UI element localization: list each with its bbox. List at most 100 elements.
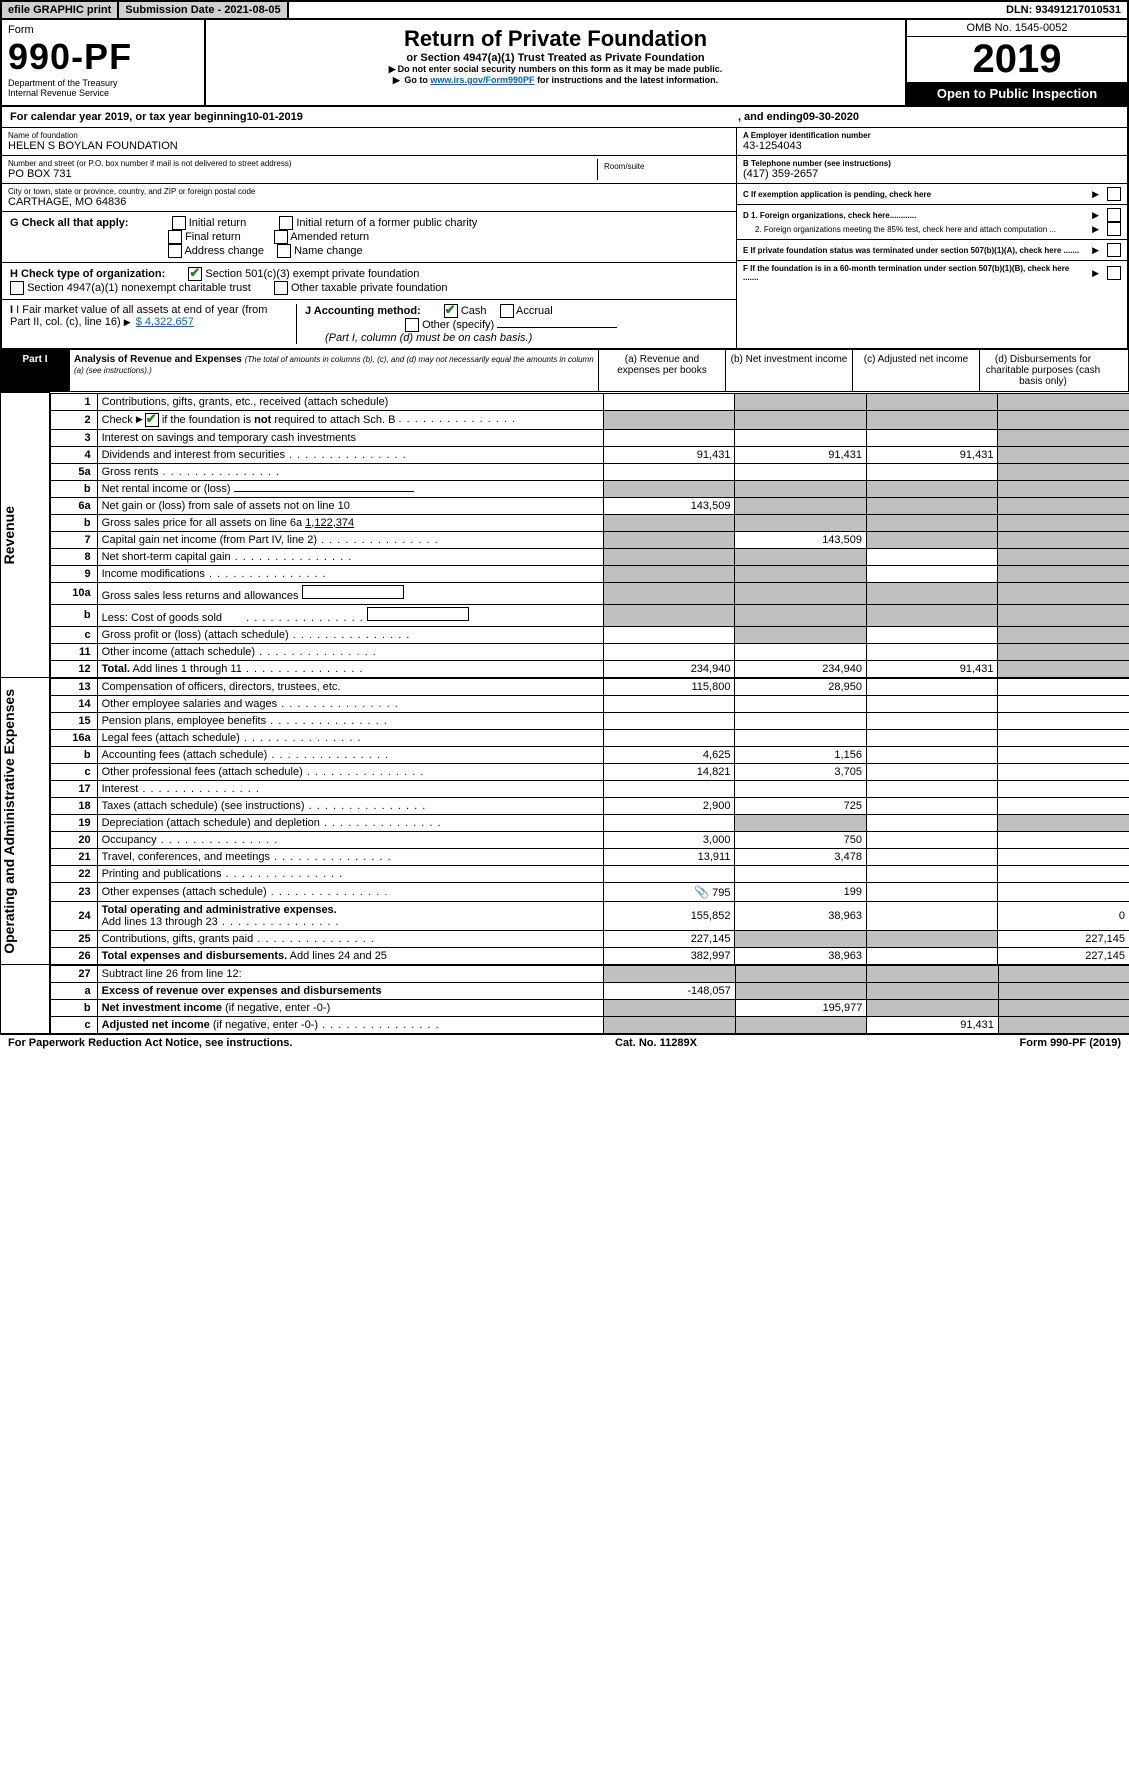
l16b-b: 1,156 — [735, 746, 867, 763]
l7-b: 143,509 — [735, 531, 867, 548]
street-address: PO BOX 731 — [8, 168, 597, 180]
line-21: Travel, conferences, and meetings — [97, 848, 603, 865]
l23-a: 📎 795 — [603, 882, 735, 901]
line-6b: Gross sales price for all assets on line… — [97, 514, 603, 531]
checkbox-initial-former[interactable] — [279, 216, 293, 230]
line-26: Total expenses and disbursements. Add li… — [97, 947, 603, 964]
tax-year: 2019 — [907, 37, 1127, 82]
j-cash: Cash — [461, 305, 487, 317]
checkbox-d2[interactable] — [1107, 222, 1121, 236]
line-27: Subtract line 26 from line 12: — [97, 965, 604, 982]
checkbox-501c3[interactable] — [188, 267, 202, 281]
l12-c: 91,431 — [866, 660, 998, 677]
l26-b: 38,963 — [735, 947, 867, 964]
line-17: Interest — [97, 780, 603, 797]
paperwork-notice: For Paperwork Reduction Act Notice, see … — [8, 1037, 292, 1049]
checkbox-d1[interactable] — [1107, 208, 1121, 222]
form-header: Form 990-PF Department of the Treasury I… — [0, 20, 1129, 107]
checkbox-4947[interactable] — [10, 281, 24, 295]
checkbox-accrual[interactable] — [500, 304, 514, 318]
section-i: I I Fair market value of all assets at e… — [10, 304, 297, 344]
attachment-icon[interactable]: 📎 — [694, 885, 709, 899]
omb-number: OMB No. 1545-0052 — [907, 20, 1127, 37]
checkbox-cash[interactable] — [444, 304, 458, 318]
goto-post: for instructions and the latest informat… — [537, 75, 718, 85]
ein-label: A Employer identification number — [743, 131, 1121, 140]
line-24: Total operating and administrative expen… — [97, 901, 603, 930]
foundation-name: HELEN S BOYLAN FOUNDATION — [8, 140, 730, 152]
instructions-link[interactable]: www.irs.gov/Form990PF — [430, 75, 534, 85]
l13-a: 115,800 — [603, 678, 735, 695]
checkbox-initial-return[interactable] — [172, 216, 186, 230]
opt-501c3: Section 501(c)(3) exempt private foundat… — [205, 268, 419, 280]
part1-table: Revenue 1Contributions, gifts, grants, e… — [0, 392, 1129, 1034]
l18-b: 725 — [735, 797, 867, 814]
phone-value: (417) 359-2657 — [743, 168, 1121, 180]
top-bar: efile GRAPHIC print Submission Date - 20… — [0, 0, 1129, 20]
part1-title: Analysis of Revenue and Expenses — [74, 354, 242, 365]
addr-label: Number and street (or P.O. box number if… — [8, 159, 597, 168]
checkbox-e[interactable] — [1107, 243, 1121, 257]
form-ref-pre: Form — [1020, 1037, 1051, 1049]
col-d-header: (d) Disbursements for charitable purpose… — [980, 350, 1106, 391]
line-27b: Net investment income (if negative, ente… — [97, 999, 604, 1016]
l24-b: 38,963 — [735, 901, 867, 930]
line-5a: Gross rents — [97, 463, 603, 480]
right-info-block: A Employer identification number 43-1254… — [736, 128, 1127, 348]
calendar-mid: , and ending — [738, 111, 803, 123]
line-27a: Excess of revenue over expenses and disb… — [97, 982, 604, 999]
checkbox-c[interactable] — [1107, 187, 1121, 201]
ssn-warning: Do not enter social security numbers on … — [212, 64, 899, 75]
dept-treasury: Department of the Treasury — [8, 78, 198, 88]
l6b-value: 1,122,374 — [305, 517, 354, 529]
line-23: Other expenses (attach schedule) — [97, 882, 603, 901]
section-j: J Accounting method: Cash Accrual Other … — [297, 304, 728, 344]
checkbox-other-taxable[interactable] — [274, 281, 288, 295]
line-15: Pension plans, employee benefits — [97, 712, 603, 729]
l23-b: 199 — [735, 882, 867, 901]
name-label: Name of foundation — [8, 131, 730, 140]
d2-label: 2. Foreign organizations meeting the 85%… — [743, 225, 1086, 234]
j-note: (Part I, column (d) must be on cash basi… — [325, 332, 728, 344]
opt-initial-former: Initial return of a former public charit… — [296, 217, 477, 229]
l27a-a: -148,057 — [604, 982, 736, 999]
goto-pre: Go to — [404, 75, 430, 85]
part1-header-row: Part I Analysis of Revenue and Expenses … — [0, 349, 1129, 392]
opadmin-vert-label: Operating and Administrative Expenses — [1, 678, 50, 965]
checkbox-other-method[interactable] — [405, 318, 419, 332]
efile-print-button[interactable]: efile GRAPHIC print — [2, 2, 119, 18]
line-18: Taxes (attach schedule) (see instruction… — [97, 797, 603, 814]
line-3: Interest on savings and temporary cash i… — [97, 429, 603, 446]
l16b-a: 4,625 — [603, 746, 735, 763]
l20-a: 3,000 — [603, 831, 735, 848]
fmv-link[interactable]: $ 4,322,657 — [136, 316, 194, 328]
line-9: Income modifications — [97, 565, 603, 582]
form-ref: 990-PF — [1050, 1037, 1086, 1049]
checkbox-f[interactable] — [1107, 266, 1121, 280]
l25-d: 227,145 — [998, 930, 1129, 947]
city-label: City or town, state or province, country… — [8, 187, 730, 196]
l25-a: 227,145 — [603, 930, 735, 947]
checkbox-address-change[interactable] — [168, 244, 182, 258]
checkbox-final-return[interactable] — [168, 230, 182, 244]
part1-label: Part I — [1, 350, 70, 391]
checkbox-name-change[interactable] — [277, 244, 291, 258]
phone-label: B Telephone number (see instructions) — [743, 159, 1121, 168]
checkbox-amended-return[interactable] — [274, 230, 288, 244]
l12-a: 234,940 — [603, 660, 735, 677]
revenue-vert-label: Revenue — [1, 393, 50, 678]
ein-value: 43-1254043 — [743, 140, 1121, 152]
l20-b: 750 — [735, 831, 867, 848]
calendar-pre: For calendar year 2019, or tax year begi… — [10, 111, 247, 123]
line-10a: Gross sales less returns and allowances — [97, 582, 603, 604]
h-label: H Check type of organization: — [10, 268, 165, 280]
col-b-header: (b) Net investment income — [726, 350, 853, 391]
form-number: 990-PF — [8, 36, 198, 78]
city-state-zip: CARTHAGE, MO 64836 — [8, 196, 730, 208]
l13-b: 28,950 — [735, 678, 867, 695]
entity-block: Name of foundation HELEN S BOYLAN FOUNDA… — [0, 128, 1129, 349]
opt-initial: Initial return — [189, 217, 246, 229]
checkbox-sch-b[interactable] — [145, 413, 159, 427]
line-2: Check if the foundation is not required … — [97, 410, 603, 429]
line-25: Contributions, gifts, grants paid — [97, 930, 603, 947]
